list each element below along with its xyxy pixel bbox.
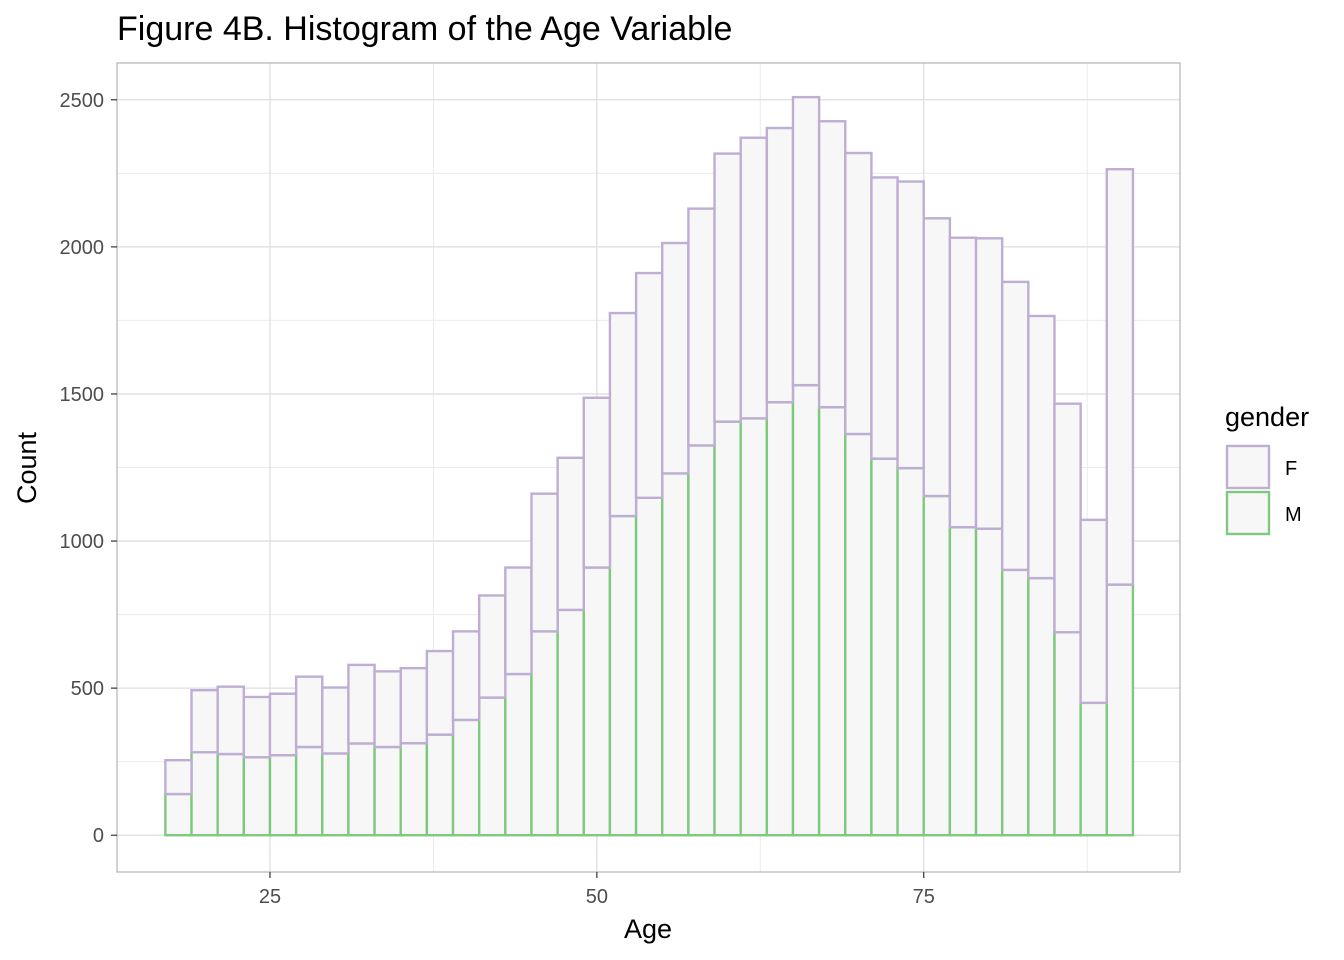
bar-m-18 — [634, 496, 664, 837]
bar-f-32 — [1000, 280, 1030, 572]
x-axis-title: Age — [624, 914, 672, 944]
bar-f-0 — [164, 759, 193, 796]
bar-f-30 — [948, 236, 978, 529]
bar-m-24 — [791, 383, 821, 837]
bar-m-25 — [817, 405, 847, 837]
bar-f-4 — [268, 692, 298, 757]
x-tick-label-2: 75 — [913, 886, 935, 908]
series-f-bars — [164, 95, 1135, 796]
bar-m-20 — [687, 444, 716, 837]
legend: gender F M — [1225, 402, 1309, 536]
bar-f-20 — [687, 207, 716, 447]
bar-f-18 — [634, 271, 664, 500]
panel-border — [116, 62, 1181, 873]
bar-f-27 — [870, 176, 899, 460]
y-tick-label-0: 0 — [93, 825, 104, 847]
legend-label-m: M — [1285, 504, 1302, 526]
bar-m-28 — [896, 466, 925, 837]
bar-m-35 — [1079, 701, 1108, 837]
bar-m-23 — [765, 400, 795, 837]
bar-m-27 — [870, 457, 899, 837]
bars — [164, 95, 1135, 837]
bar-m-22 — [739, 417, 769, 837]
bar-f-24 — [791, 95, 821, 387]
bar-m-9 — [399, 741, 429, 837]
bar-f-19 — [661, 241, 690, 475]
bar-f-14 — [530, 492, 559, 633]
bar-m-16 — [582, 566, 612, 837]
bar-f-34 — [1053, 402, 1082, 634]
bar-f-3 — [242, 695, 272, 759]
bar-m-29 — [922, 494, 952, 837]
bar-m-36 — [1105, 583, 1135, 837]
bar-f-36 — [1105, 167, 1135, 586]
y-tick-label-5: 2500 — [60, 90, 105, 112]
bar-m-10 — [425, 733, 455, 837]
y-tick-label-1: 500 — [71, 678, 104, 700]
bar-m-8 — [373, 745, 402, 837]
y-tick-label-2: 1000 — [60, 531, 105, 553]
bar-f-22 — [739, 136, 769, 420]
bar-m-12 — [477, 696, 507, 837]
bar-m-7 — [347, 742, 376, 837]
bar-f-33 — [1027, 314, 1056, 580]
bar-m-26 — [844, 432, 873, 837]
bar-f-10 — [425, 649, 455, 736]
bar-m-19 — [661, 472, 690, 837]
bar-f-17 — [608, 311, 638, 518]
bar-m-1 — [190, 751, 219, 837]
bar-m-32 — [1000, 568, 1030, 837]
legend-key-m — [1225, 490, 1271, 536]
bar-m-13 — [504, 672, 533, 837]
bar-m-2 — [216, 752, 246, 837]
bar-f-6 — [321, 686, 350, 755]
bar-m-30 — [948, 526, 978, 837]
x-tick-label-1: 50 — [586, 886, 608, 908]
x-tick-label-0: 25 — [259, 886, 281, 908]
bar-f-23 — [765, 126, 795, 404]
x-axis: 25 50 75 — [259, 872, 935, 908]
bar-m-4 — [268, 754, 298, 837]
bar-m-33 — [1027, 576, 1056, 837]
bar-f-28 — [896, 180, 925, 470]
bar-f-35 — [1079, 518, 1108, 705]
y-axis-title: Count — [12, 431, 42, 504]
bar-f-11 — [451, 630, 481, 722]
bar-f-7 — [347, 663, 376, 745]
bar-f-12 — [477, 594, 507, 699]
bar-f-1 — [190, 688, 219, 754]
y-axis: 0 500 1000 1500 2000 2500 — [60, 90, 117, 847]
bar-f-31 — [974, 237, 1004, 530]
bar-f-5 — [294, 675, 324, 749]
y-tick-label-3: 1500 — [60, 384, 105, 406]
bar-m-15 — [556, 608, 585, 837]
y-tick-label-4: 2000 — [60, 237, 105, 259]
bar-m-3 — [242, 756, 272, 837]
bar-f-16 — [582, 396, 612, 569]
bar-f-29 — [922, 217, 952, 498]
legend-title: gender — [1225, 402, 1309, 432]
bar-m-34 — [1053, 631, 1082, 837]
legend-key-f — [1225, 444, 1271, 490]
bar-f-13 — [504, 566, 533, 676]
bar-f-26 — [844, 151, 873, 436]
bar-m-0 — [164, 792, 193, 837]
bar-f-9 — [399, 666, 429, 745]
bar-f-15 — [556, 456, 585, 612]
bar-m-21 — [713, 420, 742, 837]
bar-m-11 — [451, 718, 481, 837]
bar-f-25 — [817, 120, 847, 409]
legend-label-f: F — [1285, 458, 1297, 480]
plot-panel — [116, 62, 1181, 873]
bar-f-21 — [713, 152, 742, 423]
bar-m-31 — [974, 527, 1004, 837]
bar-m-14 — [530, 630, 559, 837]
bar-m-6 — [321, 752, 350, 837]
bar-m-17 — [608, 514, 638, 837]
chart-title: Figure 4B. Histogram of the Age Variable — [117, 10, 732, 48]
bar-m-5 — [294, 745, 324, 837]
bar-f-8 — [373, 670, 402, 749]
bar-f-2 — [216, 685, 246, 756]
